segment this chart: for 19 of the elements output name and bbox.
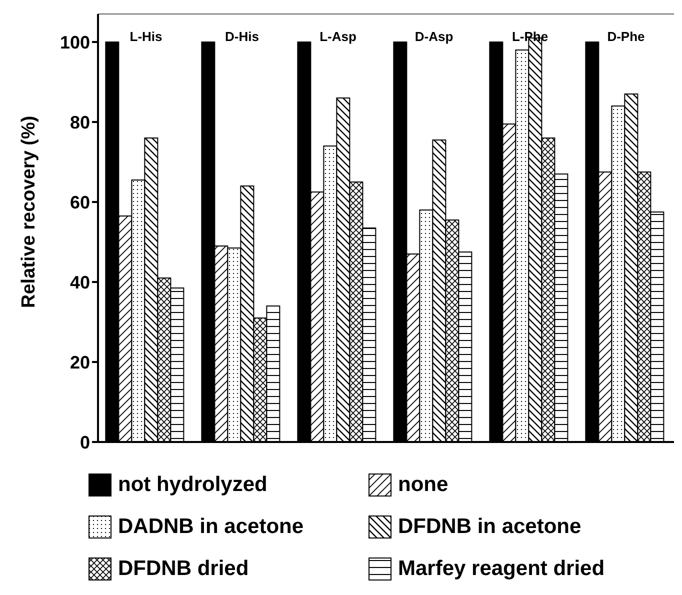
x-tick-label: L-Asp [320, 29, 356, 44]
legend-label: DFDNB dried [118, 557, 249, 581]
legend-label: DADNB in acetone [118, 515, 304, 539]
y-tick-label: 40 [70, 272, 90, 292]
x-tick-label: D-Phe [607, 29, 645, 44]
x-tick-label: L-Phe [512, 29, 548, 44]
legend-label: Marfey reagent dried [398, 557, 605, 581]
legend-label: none [398, 473, 448, 497]
legend-label: DFDNB in acetone [398, 515, 582, 539]
y-tick-label: 80 [70, 112, 90, 132]
x-tick-label: D-Asp [414, 29, 454, 44]
x-tick-label: D-His [225, 29, 259, 44]
legend-label: not hydrolyzed [118, 473, 268, 497]
y-axis-title: Relative recovery (%) [18, 116, 40, 308]
y-tick-label: 20 [70, 352, 90, 372]
y-tick-label: 0 [80, 432, 90, 452]
y-tick-label: 100 [60, 32, 90, 52]
x-tick-label: L-His [130, 29, 162, 44]
y-tick-label: 60 [70, 192, 90, 212]
